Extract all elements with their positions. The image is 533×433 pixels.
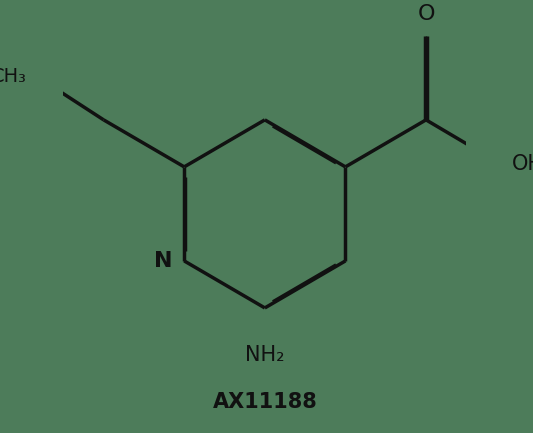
Text: CH₃: CH₃ (0, 67, 27, 86)
Text: N: N (154, 251, 172, 271)
Text: O: O (417, 4, 435, 24)
Text: AX11188: AX11188 (213, 392, 317, 412)
Text: OH: OH (512, 154, 533, 174)
Text: CH₃: CH₃ (0, 67, 27, 86)
Text: OH: OH (512, 154, 533, 174)
Text: NH₂: NH₂ (245, 345, 285, 365)
Text: O: O (417, 4, 435, 24)
Text: N: N (154, 251, 172, 271)
Text: NH₂: NH₂ (245, 345, 285, 365)
